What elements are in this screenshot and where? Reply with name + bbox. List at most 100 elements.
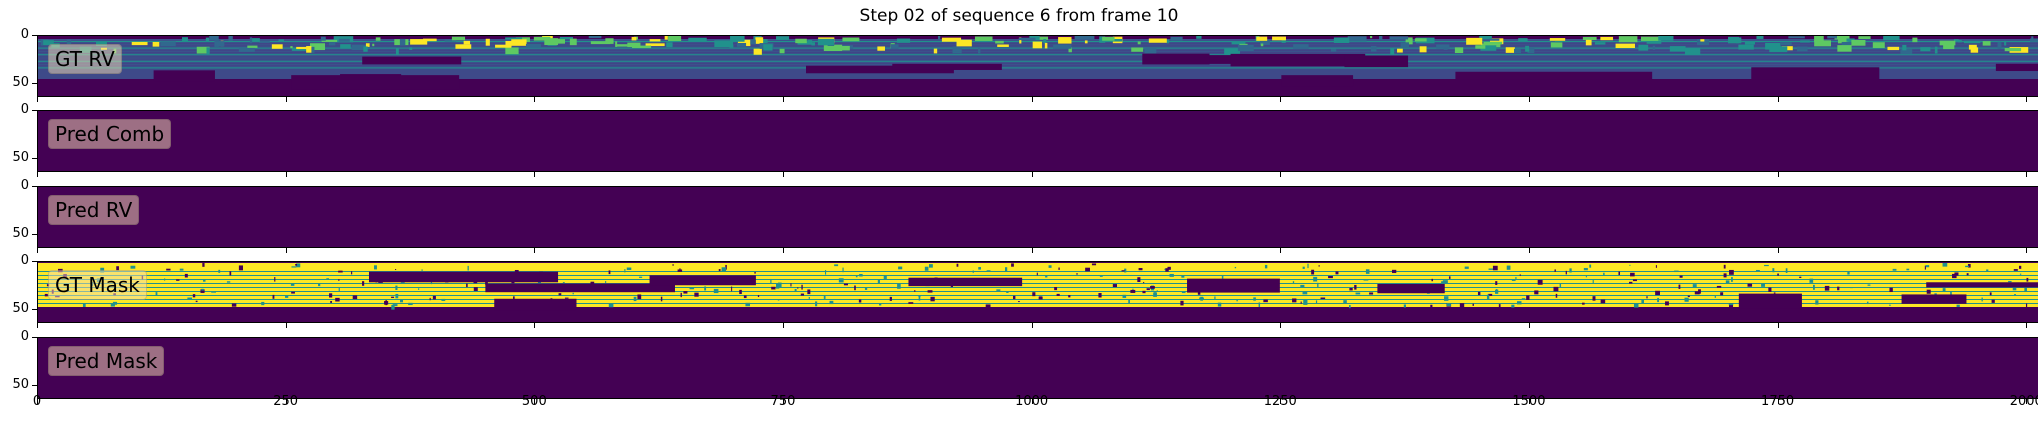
range-speck <box>511 39 527 46</box>
mask-speck <box>1403 304 1406 308</box>
mask-speck <box>1966 273 1969 276</box>
mask-speck <box>1303 299 1308 305</box>
mask-speck <box>338 270 343 273</box>
range-speck <box>1414 38 1427 42</box>
mask-speck <box>184 273 188 278</box>
mask-speck <box>1516 301 1522 305</box>
mask-speck <box>1098 293 1102 298</box>
range-speck <box>1997 41 2002 49</box>
range-speck <box>1483 41 1503 45</box>
mask-speck <box>1646 296 1648 299</box>
range-speck <box>1858 36 1871 40</box>
mask-speck <box>823 296 826 299</box>
mask-speck <box>1130 289 1136 293</box>
x-tick-mark <box>285 97 287 102</box>
mask-speck <box>843 283 848 286</box>
range-speck <box>1669 46 1686 52</box>
panel-gt-rv: GT RV <box>37 35 2038 97</box>
mask-speck <box>1300 284 1305 288</box>
range-speck <box>1068 47 1072 53</box>
mask-speck <box>1146 288 1150 291</box>
mask-speck <box>1723 264 1726 269</box>
mask-speck <box>725 264 727 270</box>
range-speck <box>1958 39 1962 43</box>
range-speck <box>1615 43 1635 49</box>
mask-speck <box>713 288 719 294</box>
mask-speck <box>1258 302 1261 307</box>
mask-speck <box>739 289 742 295</box>
mask-speck <box>1592 279 1594 284</box>
scan-line <box>37 54 2038 56</box>
mask-speck <box>572 292 574 295</box>
mask-line <box>37 271 2038 272</box>
mask-speck <box>2026 277 2029 282</box>
mask-speck <box>441 298 446 301</box>
mask-speck <box>1655 290 1660 296</box>
mask-hole <box>368 271 559 283</box>
mask-speck <box>914 290 916 292</box>
mask-speck <box>1045 275 1048 278</box>
x-tick-mark <box>534 172 536 177</box>
range-speck <box>1887 46 1900 51</box>
mask-speck <box>1137 277 1141 282</box>
mask-speck <box>721 267 727 272</box>
range-speck <box>1281 38 1286 43</box>
x-tick-mark <box>37 97 38 102</box>
range-speck <box>776 36 790 40</box>
x-tick-label: 250 <box>273 394 299 409</box>
mask-speck <box>1495 289 1499 294</box>
mask-speck <box>1199 297 1204 300</box>
range-speck <box>763 44 773 51</box>
range-speck <box>1646 38 1662 44</box>
range-speck <box>205 37 210 42</box>
range-speck <box>375 37 381 41</box>
mask-speck <box>1565 270 1567 275</box>
range-speck <box>372 43 375 47</box>
mask-speck <box>1641 299 1644 304</box>
mask-line <box>37 287 2038 288</box>
mask-speck <box>1058 267 1060 270</box>
range-speck <box>1765 42 1781 50</box>
range-speck <box>1638 44 1649 51</box>
range-speck <box>1333 37 1350 43</box>
mask-speck <box>238 265 243 271</box>
mask-speck <box>1799 276 1802 278</box>
mask-speck <box>608 270 611 275</box>
mask-speck <box>1124 268 1127 273</box>
mask-speck <box>1036 272 1038 276</box>
mask-lower-left <box>37 307 157 323</box>
mask-speck <box>130 265 136 269</box>
mask-hole <box>1926 282 2038 288</box>
y-tick-mark <box>32 385 37 387</box>
mask-speck <box>639 276 643 278</box>
mask-speck <box>1521 298 1526 300</box>
mask-speck <box>466 283 468 288</box>
range-speck <box>627 42 641 48</box>
mask-speck <box>231 303 237 307</box>
y-tick-mark <box>32 158 37 160</box>
mask-speck <box>794 288 797 292</box>
mask-speck <box>1138 268 1143 271</box>
heatmap-image <box>37 186 2038 248</box>
range-speck <box>645 43 665 47</box>
range-speck <box>1084 40 1088 44</box>
mask-speck <box>1515 277 1517 280</box>
range-speck <box>328 42 336 46</box>
range-speck <box>250 38 260 43</box>
range-speck <box>196 46 210 54</box>
range-speck <box>1814 40 1831 47</box>
mask-speck <box>1582 302 1585 305</box>
scan-line <box>37 49 2038 51</box>
mask-speck <box>1720 292 1724 296</box>
y-tick-label: 50 <box>12 75 29 91</box>
mask-speck <box>391 296 395 298</box>
y-tick-mark <box>32 186 37 187</box>
mask-speck <box>770 278 772 284</box>
mask-speck <box>1153 292 1157 297</box>
mask-speck <box>1234 266 1237 269</box>
range-speck <box>1475 45 1486 49</box>
mask-speck <box>777 282 782 288</box>
range-hole <box>1230 53 1366 67</box>
y-tick-label: 50 <box>12 301 29 317</box>
mask-speck <box>395 293 399 299</box>
